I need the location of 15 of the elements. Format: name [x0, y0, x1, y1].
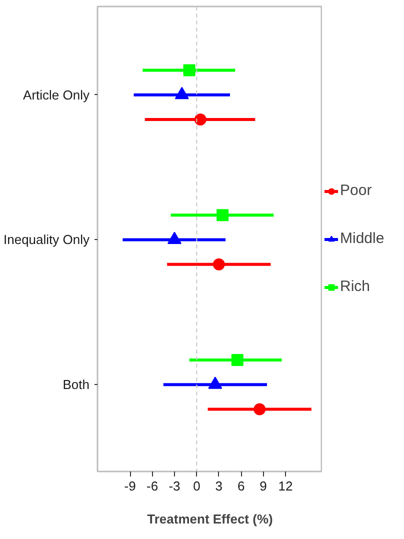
legend-label: Rich: [340, 278, 370, 295]
x-tick-label: -6: [146, 478, 158, 494]
x-tick-label: -3: [168, 478, 180, 494]
x-tick-label: 12: [278, 478, 293, 494]
x-tick-label: 3: [215, 478, 222, 494]
y-tick-label: Both: [62, 377, 90, 392]
x-tick-label: 9: [260, 478, 267, 494]
x-tick-label: -9: [124, 478, 136, 494]
x-tick-label: 0: [193, 478, 200, 494]
y-tick-label: Inequality Only: [4, 232, 90, 248]
x-axis-title: Treatment Effect (%): [147, 512, 273, 526]
y-tick-label: Article Only: [23, 87, 90, 102]
x-tick-label: 6: [237, 478, 245, 494]
legend-label: Middle: [340, 230, 384, 247]
legend-label: Poor: [340, 182, 372, 199]
